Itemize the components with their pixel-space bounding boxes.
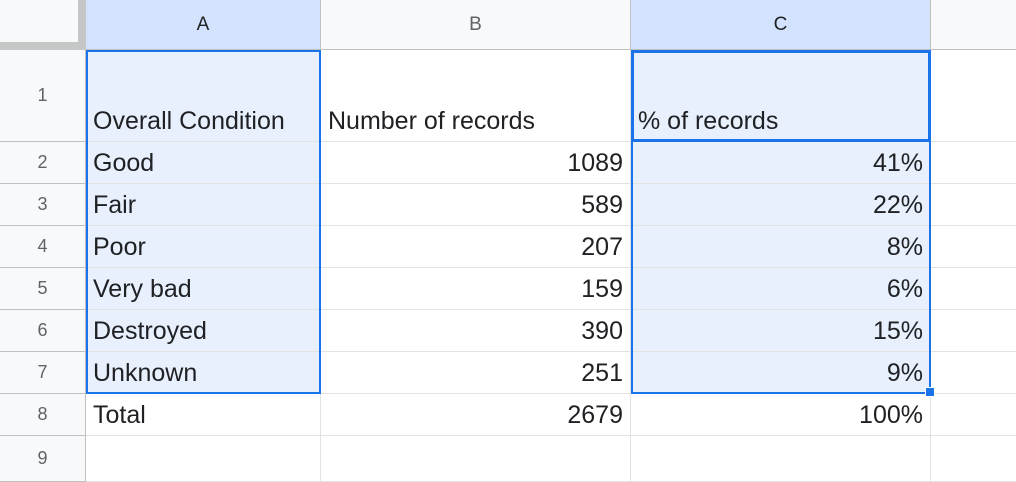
cell-c7[interactable]: 9% (631, 352, 931, 394)
cell-b1[interactable]: Number of records (321, 50, 631, 142)
cell-b8[interactable]: 2679 (321, 394, 631, 436)
fill-handle[interactable] (925, 387, 935, 397)
freeze-column-handle[interactable] (78, 0, 86, 50)
cell-d8[interactable] (931, 394, 1016, 436)
cell-b2[interactable]: 1089 (321, 142, 631, 184)
column-header-empty (931, 0, 1016, 50)
cell-a6[interactable]: Destroyed (86, 310, 321, 352)
cell-a5[interactable]: Very bad (86, 268, 321, 310)
cell-d5[interactable] (931, 268, 1016, 310)
cell-c6[interactable]: 15% (631, 310, 931, 352)
column-header-c[interactable]: C (631, 0, 931, 50)
row-header-3[interactable]: 3 (0, 184, 86, 226)
freeze-row-handle[interactable] (0, 42, 86, 50)
cell-c5[interactable]: 6% (631, 268, 931, 310)
select-all-corner[interactable] (0, 0, 86, 50)
cell-b6[interactable]: 390 (321, 310, 631, 352)
cell-d3[interactable] (931, 184, 1016, 226)
cell-c9[interactable] (631, 436, 931, 482)
cell-c3[interactable]: 22% (631, 184, 931, 226)
cell-b7[interactable]: 251 (321, 352, 631, 394)
cell-c8[interactable]: 100% (631, 394, 931, 436)
cell-b3[interactable]: 589 (321, 184, 631, 226)
row-header-4[interactable]: 4 (0, 226, 86, 268)
cell-c4[interactable]: 8% (631, 226, 931, 268)
cell-d6[interactable] (931, 310, 1016, 352)
row-header-9[interactable]: 9 (0, 436, 86, 482)
cell-a3[interactable]: Fair (86, 184, 321, 226)
cell-b4[interactable]: 207 (321, 226, 631, 268)
cell-b5[interactable]: 159 (321, 268, 631, 310)
row-header-7[interactable]: 7 (0, 352, 86, 394)
cell-c1[interactable]: % of records (631, 50, 931, 142)
row-header-6[interactable]: 6 (0, 310, 86, 352)
cell-a7[interactable]: Unknown (86, 352, 321, 394)
cell-d7[interactable] (931, 352, 1016, 394)
row-header-8[interactable]: 8 (0, 394, 86, 436)
cell-a1[interactable]: Overall Condition (86, 50, 321, 142)
cell-a2[interactable]: Good (86, 142, 321, 184)
row-header-2[interactable]: 2 (0, 142, 86, 184)
cell-c2[interactable]: 41% (631, 142, 931, 184)
cell-d9[interactable] (931, 436, 1016, 482)
cell-d2[interactable] (931, 142, 1016, 184)
cell-b9[interactable] (321, 436, 631, 482)
column-header-a[interactable]: A (86, 0, 321, 50)
row-header-1[interactable]: 1 (0, 50, 86, 142)
row-header-5[interactable]: 5 (0, 268, 86, 310)
column-header-b[interactable]: B (321, 0, 631, 50)
cell-a8[interactable]: Total (86, 394, 321, 436)
cell-a9[interactable] (86, 436, 321, 482)
cell-d1[interactable] (931, 50, 1016, 142)
cell-d4[interactable] (931, 226, 1016, 268)
cell-a4[interactable]: Poor (86, 226, 321, 268)
